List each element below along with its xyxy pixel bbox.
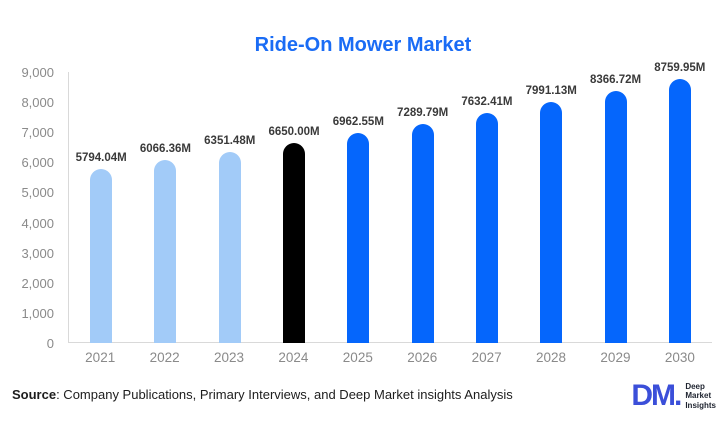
bar-value-label: 7632.41M <box>461 96 513 109</box>
bars-container: 5794.04M 6066.36M 6351.48M 6650.00M 6962.55M… <box>69 62 712 343</box>
bar-value-label: 8366.72M <box>589 74 642 87</box>
bar-2029 <box>604 91 627 343</box>
chart-title: Ride-On Mower Market <box>254 34 472 56</box>
x-axis: 2021 2022 2023 2024 2025 2026 2027 2028 2029 2030 <box>68 350 712 365</box>
bar-group: 8759.95M <box>648 62 712 343</box>
bar-value-label: 7991.13M <box>525 85 577 98</box>
x-tick-label: 2021 <box>85 350 116 365</box>
bar-group: 6650.00M <box>262 126 326 343</box>
bar-2024 <box>283 142 306 343</box>
y-tick-label: 3,000 <box>21 245 54 261</box>
logo-text: Deep Market Insights <box>685 382 716 411</box>
source-label: Source <box>12 387 57 402</box>
y-tick-label: 2,000 <box>21 275 54 291</box>
bar-2028 <box>540 102 563 343</box>
bar-value-label: 7289.79M <box>397 106 449 119</box>
x-tick-label: 2030 <box>664 350 695 365</box>
plot-area: 5794.04M 6066.36M 6351.48M 6650.00M 6962.55M… <box>68 62 712 343</box>
bar-group: 7632.41M <box>455 96 519 343</box>
bar-value-label: 6066.36M <box>139 143 192 156</box>
bar-value-label: 6962.55M <box>332 116 384 129</box>
bar-value-label: 6351.48M <box>204 134 256 147</box>
x-tick-label: 2027 <box>471 350 502 365</box>
bar-group: 7289.79M <box>390 106 454 343</box>
y-tick-label: 1,000 <box>21 305 54 321</box>
x-tick-label: 2025 <box>342 350 373 365</box>
brand-logo: DM. Deep Market Insights <box>631 381 716 411</box>
logo-line-2: Market <box>685 391 712 401</box>
y-axis: 0 1,000 2,000 3,000 4,000 5,000 6,000 7,000 8,00… <box>0 65 62 351</box>
x-tick-label: 2028 <box>536 350 567 365</box>
bar-2025 <box>347 133 370 343</box>
y-tick-label: 5,000 <box>21 185 54 201</box>
source-note: Source: Company Publications, Primary In… <box>12 387 513 402</box>
y-tick-label: 9,000 <box>21 65 54 80</box>
x-tick-label: 2022 <box>149 350 180 365</box>
x-tick-label: 2023 <box>213 350 245 365</box>
x-tick-label: 2026 <box>407 350 438 365</box>
bar-2026 <box>411 123 434 343</box>
source-text: : Company Publications, Primary Intervie… <box>56 387 513 402</box>
bar-group: 6351.48M <box>198 135 262 343</box>
y-tick-label: 4,000 <box>21 215 54 231</box>
bar-group: 6962.55M <box>326 116 390 343</box>
x-tick-label: 2029 <box>600 350 631 365</box>
bar-value-label: 6650.00M <box>268 125 320 138</box>
logo-monogram-icon: DM. <box>631 379 682 412</box>
bar-2022 <box>154 160 177 343</box>
bar-group: 6066.36M <box>133 143 197 343</box>
logo-line-3: Insights <box>685 400 716 410</box>
bar-value-label: 8759.95M <box>654 62 706 75</box>
bar-2023 <box>218 151 241 343</box>
bar-2027 <box>475 113 498 343</box>
bar-group: 8366.72M <box>583 74 647 343</box>
x-tick-label: 2024 <box>278 350 309 365</box>
bar-2030 <box>668 79 691 343</box>
logo-line-1: Deep <box>685 381 705 391</box>
bar-group: 5794.04M <box>69 152 133 343</box>
bar-2021 <box>90 168 113 343</box>
y-tick-label: 7,000 <box>21 125 54 141</box>
y-tick-label: 6,000 <box>21 155 54 171</box>
y-tick-label: 0 <box>46 336 54 351</box>
bar-group: 7991.13M <box>519 85 583 343</box>
bar-value-label: 5794.04M <box>75 151 127 164</box>
y-tick-label: 8,000 <box>21 95 54 111</box>
